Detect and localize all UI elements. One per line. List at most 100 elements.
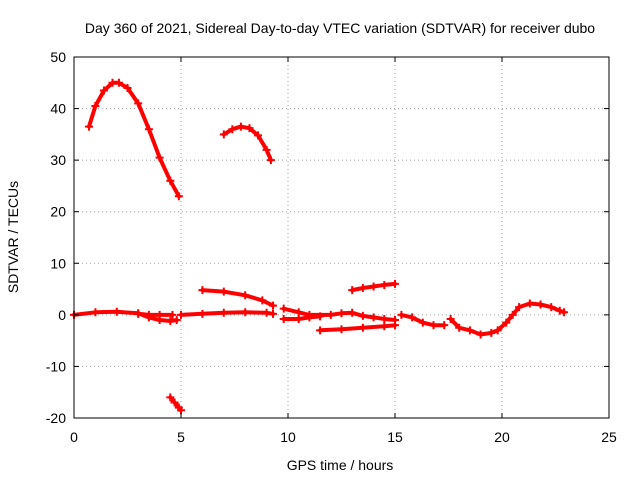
- data-point: [380, 280, 389, 289]
- data-point: [391, 279, 399, 288]
- series-arc-6: [134, 309, 177, 319]
- data-point: [269, 309, 278, 318]
- data-point: [316, 326, 325, 335]
- data-point: [279, 314, 288, 323]
- data-point: [241, 291, 250, 300]
- data-point: [493, 326, 502, 335]
- series-line: [221, 124, 273, 163]
- data-point: [465, 326, 474, 335]
- data-point: [155, 310, 164, 319]
- series-arc-12: [446, 299, 569, 339]
- x-tick-label: 25: [601, 429, 617, 445]
- series-arc-13: [166, 393, 185, 415]
- data-point: [508, 310, 517, 319]
- data-point: [348, 308, 357, 317]
- data-point: [358, 284, 367, 293]
- data-point: [219, 308, 228, 317]
- data-point: [123, 83, 132, 92]
- x-tick-label: 20: [494, 429, 510, 445]
- data-point: [262, 308, 271, 317]
- data-point: [305, 313, 314, 322]
- chart-title: Day 360 of 2021, Sidereal Day-to-day VTE…: [85, 20, 595, 36]
- data-point: [262, 145, 271, 154]
- x-tick-label: 5: [177, 429, 185, 445]
- data-point: [177, 406, 185, 415]
- data-point: [476, 330, 485, 339]
- data-point: [358, 323, 367, 332]
- data-point: [91, 308, 100, 317]
- series-arc-11: [397, 310, 449, 330]
- y-tick-label: 30: [50, 152, 66, 168]
- y-tick-label: 20: [50, 204, 66, 220]
- data-point: [241, 308, 250, 317]
- data-point: [446, 314, 455, 323]
- series-line: [281, 306, 397, 322]
- series-line: [136, 311, 175, 317]
- data-point: [294, 314, 303, 323]
- data-series: [70, 78, 569, 415]
- data-point: [114, 78, 123, 87]
- x-tick-label: 10: [280, 429, 296, 445]
- data-point: [168, 310, 177, 319]
- data-point: [144, 310, 153, 319]
- data-point: [266, 156, 275, 165]
- y-tick-label: 40: [50, 101, 66, 117]
- data-point: [174, 192, 183, 201]
- data-point: [166, 393, 175, 402]
- data-point: [155, 153, 164, 162]
- data-point: [112, 307, 121, 316]
- data-point: [219, 130, 228, 139]
- data-point: [369, 313, 378, 322]
- data-point: [91, 101, 100, 110]
- data-point: [337, 309, 346, 318]
- series-arc-7: [177, 308, 278, 319]
- series-line: [168, 395, 183, 413]
- plot-frame: [73, 56, 610, 419]
- data-point: [536, 300, 545, 309]
- data-point: [134, 99, 143, 108]
- data-point: [236, 122, 245, 131]
- series-arc-3: [198, 286, 278, 310]
- data-point: [269, 301, 278, 310]
- data-point: [429, 321, 438, 330]
- data-point: [380, 314, 389, 323]
- data-point: [502, 318, 511, 327]
- data-point: [294, 308, 303, 317]
- data-point: [228, 125, 237, 134]
- data-point: [326, 310, 335, 319]
- data-point: [177, 310, 185, 319]
- series-line: [281, 314, 323, 321]
- x-tick-label: 15: [387, 429, 403, 445]
- data-point: [166, 176, 175, 185]
- series-arc-10: [316, 321, 399, 335]
- data-point: [337, 325, 346, 334]
- series-arc-4: [348, 279, 399, 295]
- data-point: [560, 308, 569, 317]
- y-tick-label: 50: [50, 49, 66, 65]
- data-point: [487, 328, 496, 337]
- data-point: [525, 299, 534, 308]
- data-point: [547, 303, 556, 312]
- data-point: [170, 398, 179, 407]
- y-tick-label: 0: [58, 307, 66, 323]
- y-tick-label: -20: [46, 410, 66, 426]
- x-tick-label: 0: [70, 429, 78, 445]
- axis-ticks: 0 5 10 15 20 25 -20 -10 0 10 20 30 40 50: [46, 49, 617, 445]
- series-arc-8: [279, 304, 399, 325]
- y-tick-label: -10: [46, 358, 66, 374]
- data-point: [408, 313, 417, 322]
- y-tick-label: 10: [50, 255, 66, 271]
- data-point: [245, 124, 254, 133]
- data-point: [166, 317, 175, 326]
- data-point: [198, 309, 207, 318]
- data-point: [369, 282, 378, 291]
- data-point: [279, 304, 288, 313]
- data-point: [198, 286, 207, 295]
- data-point: [99, 86, 108, 95]
- series-arc-9: [279, 312, 325, 323]
- data-point: [555, 306, 564, 315]
- data-point: [418, 318, 427, 327]
- series-line: [87, 80, 181, 199]
- data-point: [219, 287, 228, 296]
